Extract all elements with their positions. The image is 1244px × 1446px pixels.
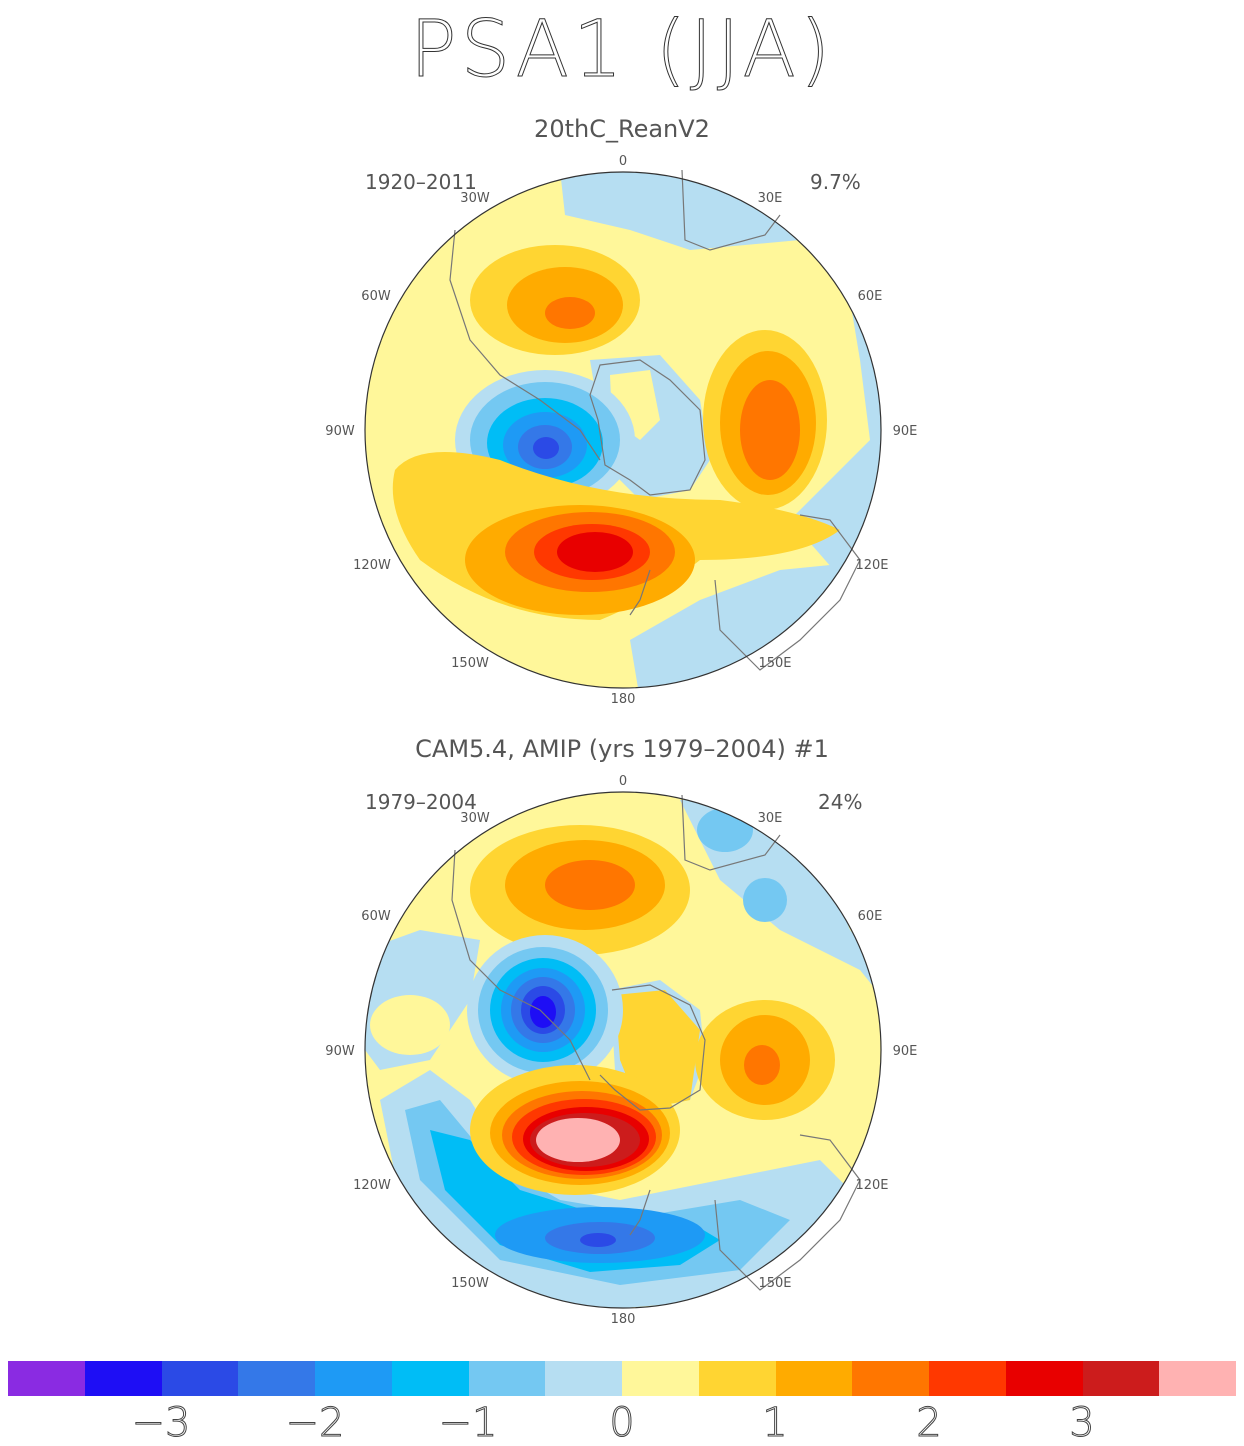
colorbar-swatch-9 bbox=[698, 1361, 776, 1396]
panel-2-lon-90e: 90E bbox=[893, 1044, 918, 1059]
panel-1-lon-150e: 150E bbox=[758, 656, 791, 671]
panel-1-variance: 9.7% bbox=[810, 170, 861, 194]
colorbar-swatch-4 bbox=[315, 1361, 392, 1396]
panel-2-low-core bbox=[530, 996, 556, 1028]
colorbar-swatch-5 bbox=[391, 1361, 469, 1396]
colorbar-label-neg3: −3 bbox=[131, 1400, 191, 1446]
panel-1-low-core bbox=[533, 437, 559, 459]
panel-1-lon-30e: 30E bbox=[758, 191, 783, 206]
panel-2-high-north-core bbox=[545, 860, 635, 910]
panel-2-subtitle: CAM5.4, AMIP (yrs 1979–2004) #1 bbox=[415, 735, 829, 763]
panel-2-coastline-south-america bbox=[451, 849, 591, 1081]
panel-2-map-border bbox=[364, 791, 882, 1309]
panel-1-lon-120w: 120W bbox=[353, 558, 391, 573]
panel-1-coastline-antarctica bbox=[589, 359, 706, 496]
panel-1-lon-180: 180 bbox=[611, 692, 636, 707]
panel-2-lon-60w: 60W bbox=[361, 909, 391, 924]
panel-2-period: 1979–2004 bbox=[365, 790, 477, 814]
panel-1-lon-30w: 30W bbox=[460, 191, 490, 206]
panel-1-coastline-australia bbox=[714, 514, 861, 671]
panel-2-lon-150e: 150E bbox=[758, 1276, 791, 1291]
panel-2-lon-labels: 0 30E 60E 90E 120E 150E 180 150W 120W 90… bbox=[325, 774, 917, 1327]
colorbar-swatch-13 bbox=[1005, 1361, 1083, 1396]
colorbar-label-neg1: −1 bbox=[438, 1400, 498, 1446]
panel-2-lon-30w: 30W bbox=[460, 811, 490, 826]
colorbar-swatch-11 bbox=[852, 1361, 929, 1396]
colorbar-swatch-0 bbox=[8, 1361, 85, 1396]
panel-1-lon-labels: 0 30E 60E 90E 120E 150E 180 150W 120W 90… bbox=[325, 154, 917, 707]
colorbar-swatch-7 bbox=[545, 1361, 622, 1396]
panel-1-high-south-core bbox=[557, 532, 633, 572]
panel-2-lon-30e: 30E bbox=[758, 811, 783, 826]
panel-2-low-south-core bbox=[580, 1233, 616, 1247]
panel-2-lon-90w: 90W bbox=[325, 1044, 355, 1059]
panel-2-neg-blob-ne-2 bbox=[743, 878, 787, 922]
panel-2-coastline-australia bbox=[714, 1134, 861, 1291]
panel-2-coastline-africa bbox=[681, 794, 781, 871]
colorbar-swatch-8 bbox=[622, 1361, 699, 1396]
panel-2-lon-60e: 60E bbox=[858, 909, 883, 924]
colorbar-label-3: 3 bbox=[1069, 1400, 1095, 1446]
panel-1-lon-90w: 90W bbox=[325, 424, 355, 439]
colorbar bbox=[8, 1361, 1236, 1396]
panel-2-pos-blob-west bbox=[370, 995, 450, 1055]
panel-2-high-east-core bbox=[744, 1045, 780, 1085]
colorbar-label-1: 1 bbox=[762, 1400, 788, 1446]
colorbar-label-0: 0 bbox=[609, 1400, 635, 1446]
panel-1-high-north-core bbox=[545, 297, 595, 329]
colorbar-swatch-14 bbox=[1082, 1361, 1160, 1396]
panel-2-variance: 24% bbox=[818, 790, 863, 814]
colorbar-swatch-2 bbox=[161, 1361, 239, 1396]
panel-1-coastline-africa bbox=[681, 169, 781, 251]
panel-2-neg-region-ne bbox=[680, 800, 881, 1020]
panel-1-subtitle: 20thC_ReanV2 bbox=[534, 115, 710, 143]
panel-2-map: 0 30E 60E 90E 120E 150E 180 150W 120W 90… bbox=[325, 774, 917, 1327]
panel-2-coastline-new-zealand bbox=[629, 1189, 651, 1236]
panel-2-lon-0: 0 bbox=[619, 774, 627, 789]
panel-1-lon-60w: 60W bbox=[361, 289, 391, 304]
panel-1-coastline-south-america bbox=[449, 229, 601, 461]
colorbar-swatch-12 bbox=[929, 1361, 1006, 1396]
colorbar-label-2: 2 bbox=[916, 1400, 942, 1446]
panel-2-neg-blob-ne-1 bbox=[697, 808, 753, 852]
panel-1-map-border bbox=[364, 171, 882, 689]
colorbar-swatch-6 bbox=[468, 1361, 546, 1396]
panel-1-lon-150w: 150W bbox=[451, 656, 489, 671]
panel-2-high-south-core bbox=[536, 1118, 620, 1162]
panel-1-lon-120e: 120E bbox=[855, 558, 888, 573]
panel-1-high-east-core bbox=[740, 380, 800, 480]
colorbar-swatch-10 bbox=[775, 1361, 853, 1396]
panel-1-period: 1920–2011 bbox=[365, 170, 477, 194]
panel-2-lon-150w: 150W bbox=[451, 1276, 489, 1291]
colorbar-label-neg2: −2 bbox=[285, 1400, 345, 1446]
panel-1-lon-0: 0 bbox=[619, 154, 627, 169]
colorbar-swatch-15 bbox=[1159, 1361, 1236, 1396]
panel-2-lon-120w: 120W bbox=[353, 1178, 391, 1193]
panel-1-lon-60e: 60E bbox=[858, 289, 883, 304]
colorbar-swatch-1 bbox=[84, 1361, 162, 1396]
panel-2-coastline-antarctica bbox=[599, 984, 706, 1111]
panel-1-map: 0 30E 60E 90E 120E 150E 180 150W 120W 90… bbox=[325, 154, 917, 707]
panel-1-lon-90e: 90E bbox=[893, 424, 918, 439]
panel-2-lon-180: 180 bbox=[611, 1312, 636, 1327]
panel-1-coastline-new-zealand bbox=[629, 569, 651, 616]
main-title: PSA1 (JJA) bbox=[409, 5, 835, 96]
panel-2-lon-120e: 120E bbox=[855, 1178, 888, 1193]
colorbar-swatch-3 bbox=[238, 1361, 315, 1396]
